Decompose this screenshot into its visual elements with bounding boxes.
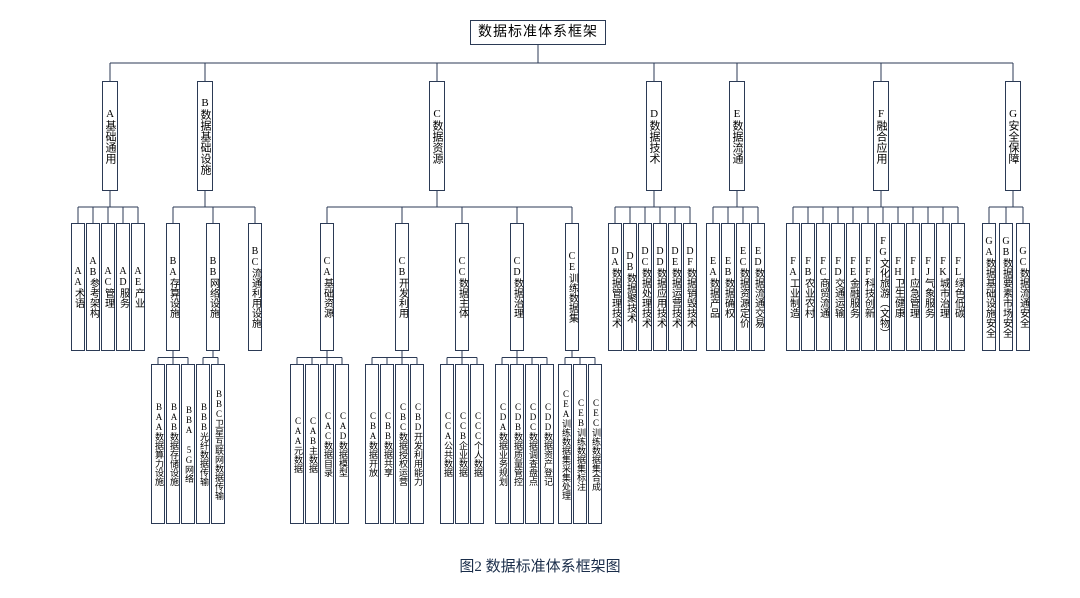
l3-CCC: CCC个人数据 bbox=[470, 364, 484, 524]
l1-D: D数据技术 bbox=[646, 81, 662, 191]
l2-FL: FL绿色低碳 bbox=[951, 223, 965, 351]
l2-DF: DF数据销毁技术 bbox=[683, 223, 697, 351]
l2-AB: AB参考架构 bbox=[86, 223, 100, 351]
l3-CBB: CBB数据共享 bbox=[380, 364, 394, 524]
l3-CDC: CDC数据调查盘点 bbox=[525, 364, 539, 524]
l2-ED: ED数据流通交易 bbox=[751, 223, 765, 351]
l1-G: G安全保障 bbox=[1005, 81, 1021, 191]
l2-AD: AD服务 bbox=[116, 223, 130, 351]
l2-DD: DD数据应用技术 bbox=[653, 223, 667, 351]
l3-CAD: CAD数据模型 bbox=[335, 364, 349, 524]
l3-CEA: CEA训练数据集采集处理 bbox=[558, 364, 572, 524]
l2-FK: FK城市治理 bbox=[936, 223, 950, 351]
l2-GA: GA数据基础设施安全 bbox=[982, 223, 996, 351]
l2-FA: FA工业制造 bbox=[786, 223, 800, 351]
l2-BC: BC流通利用设施 bbox=[248, 223, 262, 351]
root-node: 数据标准体系框架 bbox=[470, 20, 606, 45]
l2-DE: DE数据运营技术 bbox=[668, 223, 682, 351]
l3-CBD: CBD开发利用能力 bbox=[410, 364, 424, 524]
l3-CDD: CDD数据资产登记 bbox=[540, 364, 554, 524]
l3-CAC: CAC数据目录 bbox=[320, 364, 334, 524]
l2-FH: FH卫生健康 bbox=[891, 223, 905, 351]
l3-CEB: CEB训练数据集标注 bbox=[573, 364, 587, 524]
l1-A: A基础通用 bbox=[102, 81, 118, 191]
figure-caption: 图2 数据标准体系框架图 bbox=[0, 555, 1080, 576]
l2-CC: CC数据主体 bbox=[455, 223, 469, 351]
l3-BBC: BBC卫星互联网数据传输 bbox=[211, 364, 225, 524]
l3-CBA: CBA数据开放 bbox=[365, 364, 379, 524]
l1-C: C数据资源 bbox=[429, 81, 445, 191]
l2-AC: AC管理 bbox=[101, 223, 115, 351]
l2-FI: FI应急管理 bbox=[906, 223, 920, 351]
l2-FF: FF科技创新 bbox=[861, 223, 875, 351]
l3-CDA: CDA数据业务规划 bbox=[495, 364, 509, 524]
l3-BBA: BBA 5G网络 bbox=[181, 364, 195, 524]
l2-CB: CB开发利用 bbox=[395, 223, 409, 351]
l2-FB: FB农业农村 bbox=[801, 223, 815, 351]
l2-CA: CA基础资源 bbox=[320, 223, 334, 351]
l2-EC: EC数据资源定价 bbox=[736, 223, 750, 351]
l2-DC: DC数据处理技术 bbox=[638, 223, 652, 351]
l2-BA: BA存算设施 bbox=[166, 223, 180, 351]
l2-FJ: FJ气象服务 bbox=[921, 223, 935, 351]
l3-CCA: CCA公共数据 bbox=[440, 364, 454, 524]
l2-EA: EA数据产品 bbox=[706, 223, 720, 351]
l1-F: F融合应用 bbox=[873, 81, 889, 191]
l2-CD: CD数据治理 bbox=[510, 223, 524, 351]
l2-CE: CE训练数据集 bbox=[565, 223, 579, 351]
l3-CEC: CEC训练数据集合成 bbox=[588, 364, 602, 524]
l2-FE: FE金融服务 bbox=[846, 223, 860, 351]
l2-GC: GC数据流通安全 bbox=[1016, 223, 1030, 351]
l3-CAB: CAB主数据 bbox=[305, 364, 319, 524]
l2-AE: AE产业 bbox=[131, 223, 145, 351]
l3-BAB: BAB数据存储设施 bbox=[166, 364, 180, 524]
l3-BBB: BBB光纤数据传输 bbox=[196, 364, 210, 524]
l2-DB: DB数据聚技术 bbox=[623, 223, 637, 351]
l1-E: E数据流通 bbox=[729, 81, 745, 191]
l3-CDB: CDB数据质量管控 bbox=[510, 364, 524, 524]
l3-CCB: CCB企业数据 bbox=[455, 364, 469, 524]
l2-AA: AA术语 bbox=[71, 223, 85, 351]
l3-CBC: CBC数据授权运营 bbox=[395, 364, 409, 524]
l3-BAA: BAA数据算力设施 bbox=[151, 364, 165, 524]
l2-FC: FC商贸流通 bbox=[816, 223, 830, 351]
l2-FD: FD交通运输 bbox=[831, 223, 845, 351]
l2-FG: FG文化旅游（文物） bbox=[876, 223, 890, 351]
l1-B: B数据基础设施 bbox=[197, 81, 213, 191]
l2-GB: GB数据要素市场安全 bbox=[999, 223, 1013, 351]
l2-DA: DA数据管理技术 bbox=[608, 223, 622, 351]
l3-CAA: CAA元数据 bbox=[290, 364, 304, 524]
l2-BB: BB网络设施 bbox=[206, 223, 220, 351]
l2-EB: EB数据确权 bbox=[721, 223, 735, 351]
